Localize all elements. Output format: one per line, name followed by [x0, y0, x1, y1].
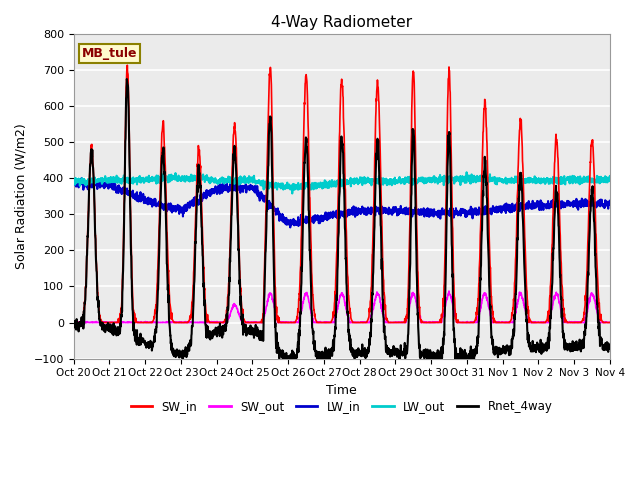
- Title: 4-Way Radiometer: 4-Way Radiometer: [271, 15, 412, 30]
- Rnet_4way: [70, 323, 77, 329]
- Y-axis label: Solar Radiation (W/m2): Solar Radiation (W/m2): [15, 123, 28, 269]
- SW_out: [70, 320, 78, 325]
- Rnet_4way: [284, 362, 291, 368]
- SW_in: [124, 62, 131, 68]
- SW_in: [70, 320, 77, 325]
- SW_in: [606, 320, 614, 325]
- LW_out: [463, 169, 470, 175]
- X-axis label: Time: Time: [326, 384, 357, 397]
- LW_out: [358, 180, 365, 186]
- SW_out: [358, 320, 365, 325]
- LW_in: [498, 206, 506, 212]
- SW_out: [498, 319, 506, 324]
- LW_in: [287, 225, 294, 230]
- Line: SW_in: SW_in: [74, 65, 610, 323]
- Rnet_4way: [358, 349, 365, 355]
- Rnet_4way: [123, 76, 131, 82]
- Line: LW_out: LW_out: [74, 172, 610, 193]
- Rnet_4way: [606, 345, 614, 350]
- Legend: SW_in, SW_out, LW_in, LW_out, Rnet_4way: SW_in, SW_out, LW_in, LW_out, Rnet_4way: [126, 395, 557, 418]
- LW_in: [358, 206, 365, 212]
- SW_out: [369, 307, 377, 312]
- LW_in: [559, 202, 567, 208]
- SW_in: [358, 320, 365, 325]
- Text: MB_tule: MB_tule: [82, 47, 137, 60]
- SW_out: [606, 319, 614, 325]
- LW_out: [559, 175, 567, 181]
- Line: LW_in: LW_in: [74, 178, 610, 228]
- Rnet_4way: [559, 328, 567, 334]
- LW_in: [70, 182, 77, 188]
- SW_in: [574, 320, 582, 325]
- LW_in: [606, 198, 614, 204]
- SW_in: [369, 228, 377, 234]
- SW_out: [574, 320, 582, 325]
- SW_in: [220, 320, 227, 325]
- SW_in: [559, 297, 566, 303]
- SW_out: [220, 319, 227, 325]
- Line: Rnet_4way: Rnet_4way: [74, 79, 610, 365]
- Rnet_4way: [574, 345, 582, 351]
- SW_out: [445, 288, 453, 294]
- LW_out: [220, 176, 227, 182]
- SW_out: [70, 319, 77, 325]
- LW_out: [498, 179, 506, 185]
- LW_in: [220, 183, 227, 189]
- LW_in: [369, 210, 377, 216]
- LW_out: [369, 179, 377, 184]
- LW_out: [606, 173, 614, 179]
- LW_in: [78, 175, 86, 181]
- Rnet_4way: [498, 348, 506, 353]
- SW_out: [559, 315, 567, 321]
- Line: SW_out: SW_out: [74, 291, 610, 323]
- Rnet_4way: [220, 323, 227, 329]
- LW_out: [289, 191, 296, 196]
- LW_out: [574, 174, 582, 180]
- SW_in: [498, 320, 506, 325]
- LW_in: [574, 199, 582, 205]
- LW_out: [70, 179, 77, 184]
- Rnet_4way: [369, 270, 377, 276]
